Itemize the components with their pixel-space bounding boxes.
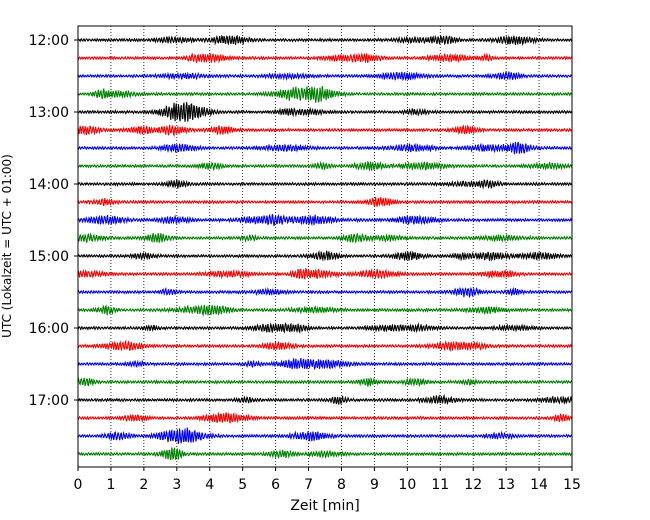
x-tick-label: 12 <box>464 477 482 493</box>
y-axis-label: UTC (Lokalzeit = UTC + 01:00) <box>0 154 14 338</box>
trace-1500 <box>77 250 573 262</box>
trace-1700 <box>77 394 573 406</box>
x-tick-label: 4 <box>205 477 214 493</box>
trace-layer <box>77 34 573 461</box>
x-tick-label: 10 <box>398 477 416 493</box>
trace-1615 <box>77 339 573 352</box>
y-tick-label: 12:00 <box>29 33 69 49</box>
trace-1215 <box>77 52 573 64</box>
y-tick-label: 13:00 <box>29 105 69 121</box>
trace-1715 <box>77 412 573 424</box>
x-tick-label: 1 <box>106 477 115 493</box>
trace-1545 <box>77 304 573 317</box>
trace-1315 <box>77 124 573 137</box>
y-tick-label: 17:00 <box>29 393 69 409</box>
x-tick-label: 0 <box>74 477 83 493</box>
x-tick-label: 6 <box>271 477 280 493</box>
x-tick-label: 13 <box>497 477 515 493</box>
x-tick-label: 11 <box>431 477 449 493</box>
trace-1345 <box>77 160 573 172</box>
x-axis-label: Zeit [min] <box>290 498 359 514</box>
y-tick-label: 16:00 <box>29 321 69 337</box>
trace-1600 <box>77 322 573 334</box>
trace-1445 <box>77 232 573 244</box>
x-tick-label: 15 <box>563 477 581 493</box>
x-axis: 0 1 2 3 4 5 6 7 8 9 10 11 12 13 14 15 <box>74 467 581 493</box>
x-tick-label: 7 <box>304 477 313 493</box>
y-axis: 12:00 13:00 14:00 15:00 16:00 17:00 <box>29 33 78 409</box>
trace-1415 <box>77 197 573 208</box>
trace-1645 <box>77 376 573 388</box>
trace-1400 <box>77 178 573 190</box>
trace-1245 <box>77 85 573 103</box>
trace-1730 <box>77 427 573 444</box>
x-tick-label: 2 <box>139 477 148 493</box>
trace-1745 <box>77 447 573 461</box>
x-tick-label: 14 <box>530 477 548 493</box>
x-tick-label: 5 <box>238 477 247 493</box>
trace-1330 <box>77 141 573 155</box>
x-tick-label: 3 <box>172 477 181 493</box>
trace-1630 <box>77 358 573 371</box>
trace-1200 <box>77 34 573 47</box>
y-tick-label: 14:00 <box>29 177 69 193</box>
plot-frame <box>77 25 573 468</box>
y-tick-label: 15:00 <box>29 249 69 265</box>
trace-1300 <box>77 102 573 122</box>
x-tick-label: 9 <box>370 477 379 493</box>
trace-1430 <box>77 213 573 227</box>
trace-1530 <box>77 286 573 299</box>
x-tick-label: 8 <box>337 477 346 493</box>
trace-1515 <box>77 267 573 280</box>
trace-1230 <box>77 70 573 82</box>
